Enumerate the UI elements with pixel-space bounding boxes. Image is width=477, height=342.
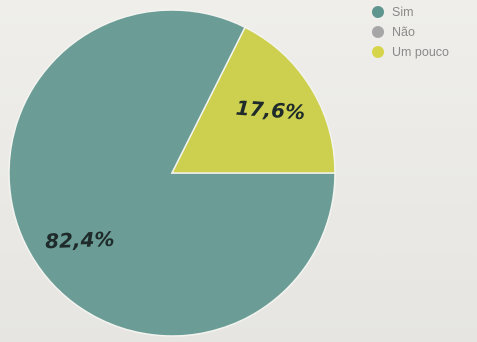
data-label-um-pouco: 17,6% — [235, 96, 306, 125]
data-label-sim: 82,4% — [45, 227, 115, 253]
legend-label-um-pouco: Um pouco — [392, 45, 449, 59]
legend-swatch-nao — [372, 26, 384, 38]
legend-item-sim: Sim — [372, 2, 477, 22]
pie-slice-um-pouco — [170, 26, 336, 174]
legend-swatch-sim — [372, 6, 384, 18]
legend-label-sim: Sim — [392, 5, 414, 19]
pie-slice-sim — [8, 9, 336, 337]
pie-slices — [8, 9, 336, 337]
chart-legend: Sim Não Um pouco — [372, 2, 477, 62]
legend-item-nao: Não — [372, 22, 477, 42]
pie-data-labels: 82,4% 17,6% — [45, 96, 306, 254]
legend-item-um-pouco: Um pouco — [372, 42, 477, 62]
legend-swatch-um-pouco — [372, 46, 384, 58]
legend-label-nao: Não — [392, 25, 415, 39]
